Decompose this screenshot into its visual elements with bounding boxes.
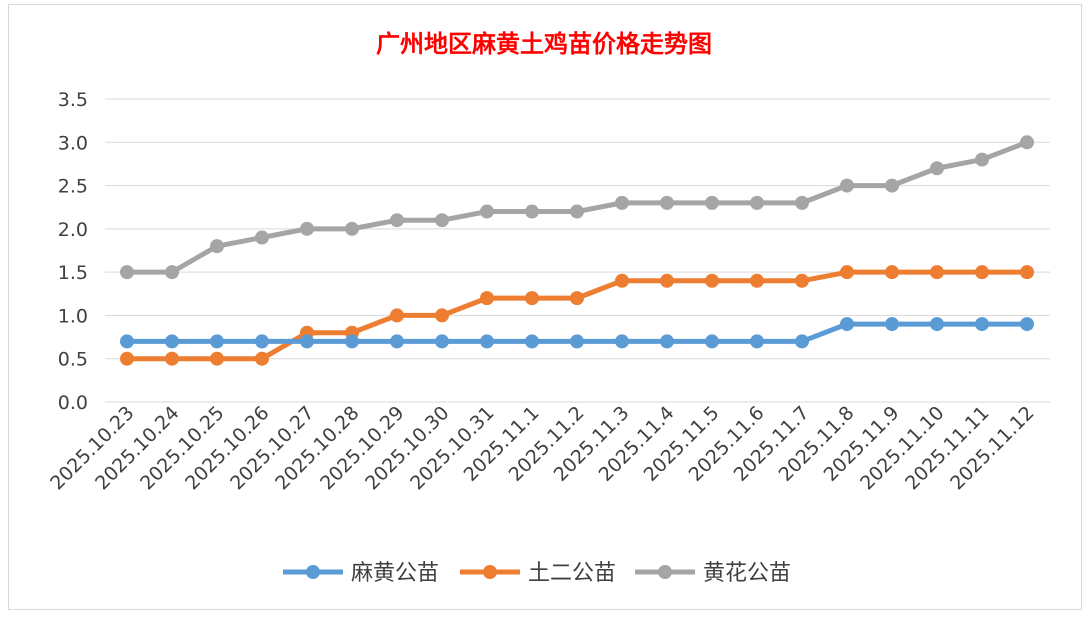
- data-point: [1020, 265, 1034, 280]
- legend-label: 黄花公苗: [703, 561, 791, 586]
- data-point: [1020, 317, 1034, 332]
- data-point: [975, 317, 989, 332]
- data-point: [840, 265, 854, 280]
- chart-area[interactable]: [8, 4, 1082, 610]
- data-point: [300, 334, 314, 349]
- legend-marker: [658, 565, 672, 579]
- data-point: [885, 265, 899, 280]
- y-tick-label: 1.0: [58, 305, 88, 327]
- y-tick-label: 3.0: [58, 132, 88, 154]
- x-axis-labels: 2025.10.232025.10.242025.10.252025.10.26…: [46, 402, 1038, 494]
- series-麻黄公苗: [120, 317, 1034, 349]
- legend-marker: [483, 565, 497, 579]
- data-point: [210, 351, 224, 366]
- data-point: [885, 178, 899, 193]
- data-point: [480, 334, 494, 349]
- y-tick-label: 0.5: [58, 349, 88, 371]
- data-point: [345, 334, 359, 349]
- y-tick-label: 0.0: [58, 392, 88, 414]
- data-point: [750, 273, 764, 288]
- data-point: [750, 195, 764, 210]
- data-point: [165, 334, 179, 349]
- data-point: [795, 195, 809, 210]
- data-point: [570, 291, 584, 306]
- data-point: [120, 334, 134, 349]
- data-point: [885, 317, 899, 332]
- data-point: [525, 291, 539, 306]
- data-point: [480, 204, 494, 219]
- data-point: [525, 204, 539, 219]
- y-axis-labels: 0.0 0.5 1.0 1.5 2.0 2.5 3.0 3.5: [58, 89, 88, 414]
- data-point: [930, 265, 944, 280]
- data-point: [390, 308, 404, 323]
- data-point: [975, 265, 989, 280]
- data-point: [480, 291, 494, 306]
- legend-label: 麻黄公苗: [351, 561, 439, 586]
- data-point: [390, 213, 404, 228]
- legend-item: 土二公苗: [460, 561, 616, 586]
- data-point: [750, 334, 764, 349]
- data-point: [840, 317, 854, 332]
- legend-marker: [306, 565, 320, 579]
- chart-title: 广州地区麻黄土鸡苗价格走势图: [376, 29, 712, 58]
- data-point: [840, 178, 854, 193]
- data-point: [120, 265, 134, 280]
- y-tick-label: 1.5: [58, 262, 88, 284]
- data-point: [615, 334, 629, 349]
- legend-label: 土二公苗: [528, 561, 616, 586]
- data-point: [435, 213, 449, 228]
- data-point: [570, 204, 584, 219]
- series-lines: [120, 135, 1034, 366]
- data-point: [210, 334, 224, 349]
- data-point: [615, 273, 629, 288]
- data-point: [525, 334, 539, 349]
- data-point: [705, 334, 719, 349]
- y-tick-label: 3.5: [58, 89, 88, 111]
- data-point: [210, 239, 224, 254]
- data-point: [660, 334, 674, 349]
- data-point: [660, 195, 674, 210]
- data-point: [255, 351, 269, 366]
- y-tick-label: 2.0: [58, 219, 88, 241]
- legend-item: 麻黄公苗: [283, 561, 439, 586]
- data-point: [255, 230, 269, 245]
- series-黄花公苗: [120, 135, 1034, 280]
- data-point: [795, 273, 809, 288]
- data-point: [390, 334, 404, 349]
- data-point: [300, 221, 314, 236]
- data-point: [435, 334, 449, 349]
- data-point: [1020, 135, 1034, 150]
- series-土二公苗: [120, 265, 1034, 366]
- data-point: [255, 334, 269, 349]
- data-point: [615, 195, 629, 210]
- legend: 麻黄公苗 土二公苗 黄花公苗: [283, 561, 791, 586]
- data-point: [795, 334, 809, 349]
- data-point: [705, 273, 719, 288]
- data-point: [660, 273, 674, 288]
- data-point: [165, 351, 179, 366]
- data-point: [120, 351, 134, 366]
- data-point: [705, 195, 719, 210]
- data-point: [435, 308, 449, 323]
- data-point: [345, 221, 359, 236]
- data-point: [165, 265, 179, 280]
- data-point: [930, 161, 944, 176]
- data-point: [975, 152, 989, 167]
- data-point: [930, 317, 944, 332]
- data-point: [570, 334, 584, 349]
- legend-item: 黄花公苗: [635, 561, 791, 586]
- y-tick-label: 2.5: [58, 176, 88, 198]
